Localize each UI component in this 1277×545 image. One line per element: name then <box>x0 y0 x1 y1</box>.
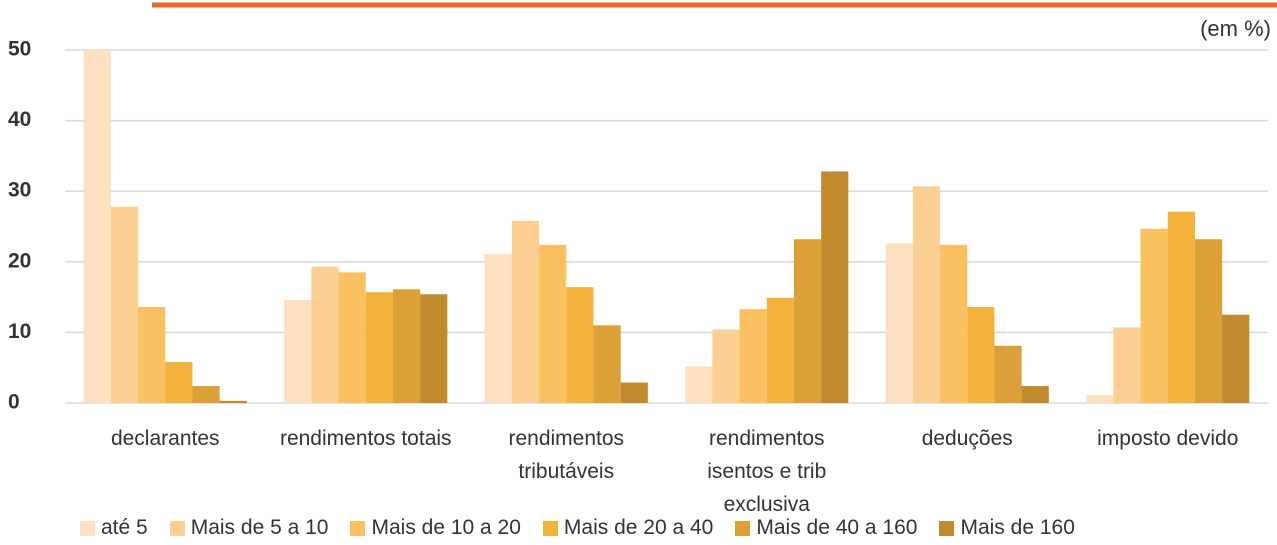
bar <box>484 254 512 403</box>
bar <box>365 292 393 403</box>
bar <box>165 362 193 403</box>
legend-swatch <box>80 520 95 536</box>
y-tick-label: 0 <box>8 391 20 414</box>
bar <box>912 186 941 403</box>
y-tick-label: 50 <box>8 38 31 61</box>
unit-label: (em %) <box>1200 16 1271 41</box>
bar <box>110 206 139 403</box>
x-tick-label: deduções <box>921 427 1013 450</box>
bar <box>392 289 421 403</box>
bar <box>1167 211 1195 403</box>
bar <box>1086 395 1114 403</box>
x-tick-label: rendimentos isentos e trib exclusiva <box>707 427 827 516</box>
y-tick-label: 10 <box>8 320 31 343</box>
bar <box>1113 327 1141 403</box>
x-tick-label: imposto devido <box>1097 427 1239 450</box>
bar <box>994 345 1022 403</box>
bar <box>311 266 339 403</box>
bar <box>192 386 220 403</box>
bar <box>566 287 594 403</box>
bar <box>593 325 621 403</box>
legend: até 5 Mais de 5 a 10 Mais de 10 a 20 Mais d… <box>80 516 1075 540</box>
legend-item: Mais de 160 <box>939 516 1075 540</box>
bar <box>338 272 366 403</box>
bar <box>284 299 312 403</box>
legend-label: Mais de 160 <box>960 516 1075 539</box>
bar <box>1222 314 1250 403</box>
x-tick-label: rendimentos totais <box>279 427 452 450</box>
legend-item: Mais de 5 a 10 <box>169 516 329 540</box>
bar <box>712 329 740 403</box>
bar <box>83 50 111 403</box>
legend-swatch <box>350 520 366 536</box>
bar <box>420 294 448 403</box>
bar <box>1194 239 1223 403</box>
bar <box>739 309 767 403</box>
y-tick-label: 40 <box>8 108 31 131</box>
bar <box>793 239 822 403</box>
y-tick-label: 30 <box>8 179 31 202</box>
legend-label: Mais de 5 a 10 <box>190 516 329 539</box>
legend-label: Mais de 20 a 40 <box>563 516 714 539</box>
x-tick-label: rendimentos tributáveis <box>508 427 625 483</box>
bar <box>219 400 247 403</box>
bar <box>511 220 540 403</box>
legend-item: Mais de 10 a 20 <box>350 516 521 540</box>
bar <box>620 382 648 403</box>
bar <box>967 306 995 403</box>
legend-label: até 5 <box>101 516 148 539</box>
bar <box>821 171 849 403</box>
bar <box>1140 228 1168 403</box>
bar <box>885 243 913 403</box>
x-tick-label: declarantes <box>110 427 220 450</box>
legend-swatch <box>939 520 955 536</box>
y-tick-label: 20 <box>8 249 31 272</box>
legend-label: Mais de 10 a 20 <box>371 516 521 539</box>
legend-item: até 5 <box>80 516 148 540</box>
bar <box>539 244 567 403</box>
legend-item: Mais de 20 a 40 <box>542 516 714 540</box>
legend-swatch <box>169 520 185 536</box>
legend-swatch <box>735 520 751 536</box>
bar <box>1021 386 1049 403</box>
bar <box>138 306 166 403</box>
legend-label: Mais de 40 a 160 <box>756 516 918 539</box>
legend-item: Mais de 40 a 160 <box>735 516 917 540</box>
bar <box>940 244 968 403</box>
legend-swatch <box>542 520 558 536</box>
bar <box>685 366 713 403</box>
bar <box>766 297 794 403</box>
